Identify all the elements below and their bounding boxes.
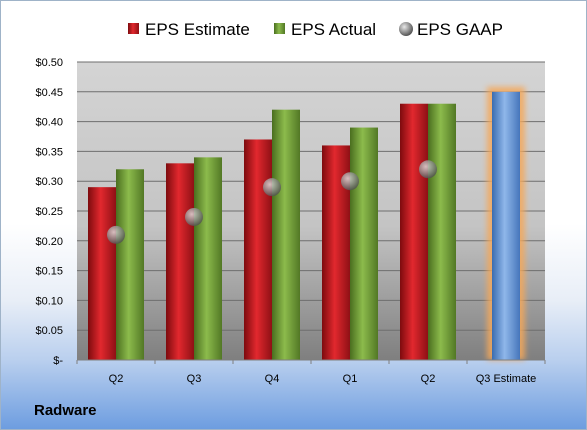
gridlines [77, 61, 545, 331]
bar-eps-estimate [166, 163, 194, 360]
point-eps-gaap [107, 225, 125, 244]
x-tick-label: Q3 [187, 373, 202, 385]
y-tick-label: $0.10 [35, 295, 63, 307]
y-tick-label: $0.45 [35, 87, 63, 99]
bar-eps-actual [116, 169, 144, 360]
point-eps-gaap [185, 207, 203, 226]
bar-eps-actual [272, 109, 300, 361]
legend-label-estimate: EPS Estimate [145, 20, 250, 39]
bars [88, 86, 525, 361]
bar-eps-actual [428, 103, 456, 360]
y-tick-label: $0.25 [35, 206, 63, 218]
x-axis-ticks: Q2 Q3 Q4 Q1 Q2 Q3 Estimate [76, 360, 546, 385]
x-tick-label: Q3 Estimate [476, 373, 537, 385]
bar-eps-estimate [244, 139, 272, 360]
bar-eps-actual [350, 127, 378, 360]
bar-eps-estimate [88, 187, 116, 360]
point-eps-gaap [341, 172, 359, 191]
y-tick-label: $0.15 [35, 266, 63, 278]
legend-label-actual: EPS Actual [291, 20, 376, 39]
gaap-points [107, 160, 437, 244]
x-tick-label: Q1 [343, 373, 358, 385]
y-tick-label: $0.05 [35, 325, 63, 337]
legend-marker-gaap [399, 22, 413, 36]
y-tick-label: $0.35 [35, 146, 63, 158]
x-tick-label: Q2 [109, 373, 124, 385]
legend-swatch-estimate [128, 23, 139, 34]
y-tick-label: $0.40 [35, 117, 63, 129]
y-tick-label: $0.50 [35, 57, 63, 69]
legend-item-estimate: EPS Estimate [128, 20, 250, 39]
y-tick-label: $0.30 [35, 176, 63, 188]
y-tick-label: $- [53, 355, 63, 367]
company-name: Radware [34, 402, 97, 419]
point-eps-gaap [419, 160, 437, 179]
point-eps-gaap [263, 178, 281, 197]
bar-projection [492, 91, 520, 361]
x-tick-label: Q2 [421, 373, 436, 385]
legend-swatch-actual [274, 23, 285, 34]
bar-eps-estimate [400, 103, 428, 360]
legend-item-actual: EPS Actual [274, 20, 376, 39]
bar-eps-actual [194, 157, 222, 360]
legend-label-gaap: EPS GAAP [417, 20, 503, 39]
y-tick-label: $0.20 [35, 236, 63, 248]
legend-item-gaap: EPS GAAP [399, 20, 503, 39]
y-axis-ticks: $- $0.05 $0.10 $0.15 $0.20 $0.25 $0.30 $0.35 $0.… [35, 57, 63, 367]
legend: EPS Estimate EPS Actual EPS GAAP [128, 20, 503, 39]
x-tick-label: Q4 [265, 373, 280, 385]
